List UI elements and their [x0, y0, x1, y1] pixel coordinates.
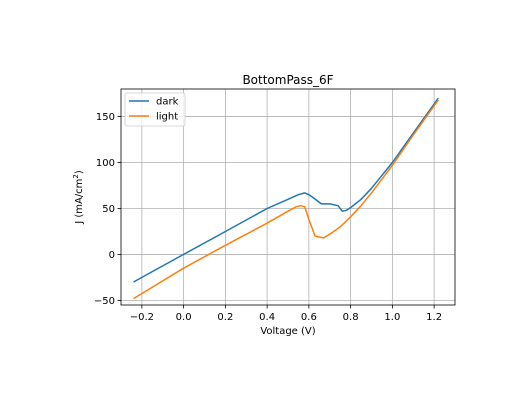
legend-label-dark: dark — [156, 97, 179, 108]
x-axis-label: Voltage (V) — [260, 326, 315, 337]
x-tick-label: 0.8 — [343, 312, 359, 323]
y-tick-label: 100 — [96, 158, 115, 169]
x-tick-label: 0.4 — [259, 312, 275, 323]
x-tick-label: 0.6 — [301, 312, 317, 323]
y-axis-label-close: ) — [74, 170, 85, 174]
x-tick-label: 1.0 — [384, 312, 400, 323]
y-tick-label: 50 — [102, 204, 115, 215]
y-axis-ticks: −50 0 50 100 150 — [94, 112, 121, 307]
y-axis-label-main: J (mA/cm — [74, 179, 85, 225]
legend-label-light: light — [156, 112, 178, 123]
x-tick-label: 1.2 — [426, 312, 442, 323]
legend: dark light — [125, 93, 185, 126]
y-tick-label: 150 — [96, 112, 115, 123]
x-axis-ticks: −0.2 0.0 0.2 0.4 0.6 0.8 1.0 1.2 — [130, 305, 442, 323]
chart-title: BottomPass_6F — [242, 73, 333, 87]
x-tick-label: −0.2 — [130, 312, 154, 323]
y-tick-label: −50 — [94, 296, 115, 307]
x-tick-label: 0.2 — [217, 312, 233, 323]
x-tick-label: 0.0 — [176, 312, 192, 323]
y-axis-label: J (mA/cm2) — [72, 170, 85, 225]
y-tick-label: 0 — [109, 250, 115, 261]
